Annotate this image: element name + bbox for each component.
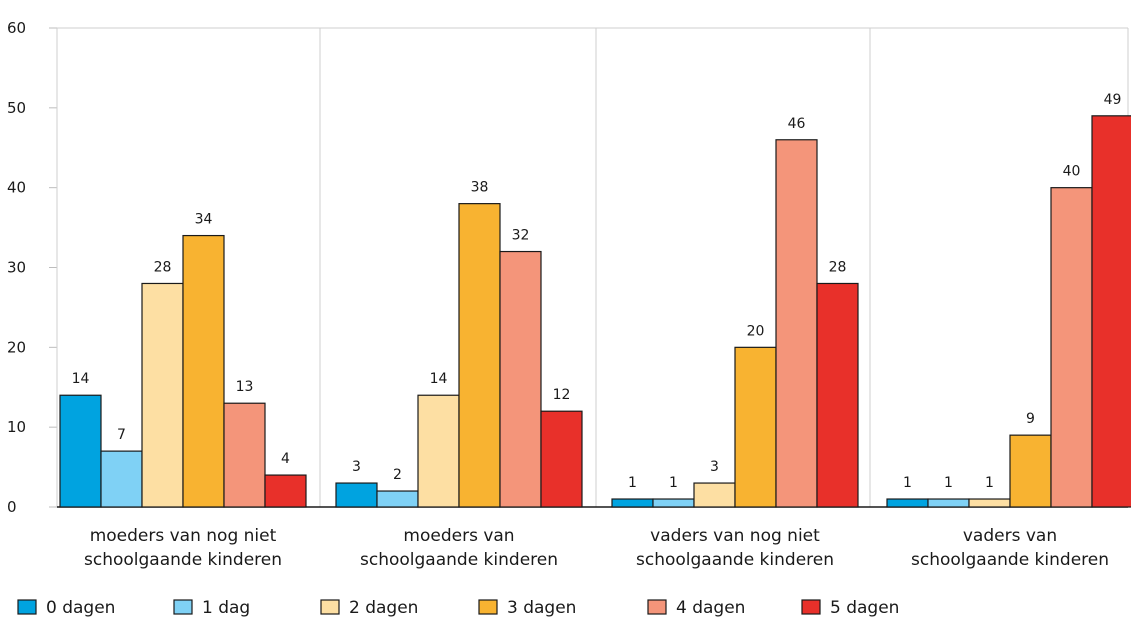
bar [1091, 115, 1131, 508]
bar [1050, 187, 1093, 508]
category-label: schoolgaande kinderen [636, 550, 834, 570]
bar-value-label: 12 [553, 387, 571, 403]
bar-value-label: 38 [471, 180, 489, 196]
bar [141, 282, 184, 508]
y-tick-label: 0 [7, 498, 17, 516]
bar [693, 482, 736, 508]
bar-value-label: 14 [430, 371, 448, 387]
legend: 0 dagen 1 dag 2 dagen 3 dagen 4 dagen 5 dagen [17, 598, 899, 618]
bar [540, 410, 583, 508]
legend-label: 1 dag [202, 598, 250, 618]
category-label: vaders van nog niet [650, 526, 820, 546]
bar-value-label: 1 [944, 475, 953, 491]
bar-value-label: 20 [747, 323, 765, 339]
legend-swatch [801, 599, 821, 615]
bar-value-label: 1 [985, 475, 994, 491]
bar [886, 498, 929, 508]
bar-value-label: 14 [72, 371, 90, 387]
y-tick-label: 40 [7, 179, 26, 197]
bar-value-label: 4 [281, 451, 290, 467]
legend-label: 0 dagen [46, 598, 115, 618]
bar-value-label: 9 [1026, 411, 1035, 427]
bar [376, 490, 419, 508]
category-label: moeders van nog niet [90, 526, 277, 546]
bars-layer [59, 115, 1131, 508]
bar-value-label: 1 [628, 475, 637, 491]
y-tick-label: 50 [7, 99, 26, 117]
category-label: moeders van [403, 526, 514, 546]
bar-value-label: 40 [1063, 164, 1081, 180]
bar-value-label: 2 [393, 467, 402, 483]
bar [816, 282, 859, 508]
legend-label: 5 dagen [830, 598, 899, 618]
bar-value-label: 3 [352, 459, 361, 475]
bar-value-label: 28 [154, 259, 172, 275]
y-tick-label: 10 [7, 418, 26, 436]
bar [182, 234, 225, 508]
legend-swatch [17, 599, 37, 615]
bar-value-label: 3 [710, 459, 719, 475]
legend-swatch [478, 599, 498, 615]
bar [927, 498, 970, 508]
legend-swatch [173, 599, 193, 615]
y-tick-label: 20 [7, 338, 26, 356]
category-label: vaders van [963, 526, 1057, 546]
bar [223, 402, 266, 508]
y-axis: 0 10 20 30 40 50 60 [7, 19, 26, 516]
legend-label: 4 dagen [676, 598, 745, 618]
bar [734, 346, 777, 508]
bar-value-label: 32 [512, 228, 530, 244]
legend-swatch [320, 599, 340, 615]
bar [335, 482, 378, 508]
category-label: schoolgaande kinderen [360, 550, 558, 570]
bar [968, 498, 1011, 508]
bar [458, 203, 501, 508]
bar-value-label: 1 [903, 475, 912, 491]
bar [264, 474, 307, 508]
bar-value-label: 13 [236, 379, 254, 395]
legend-label: 2 dagen [349, 598, 418, 618]
y-tick-label: 30 [7, 259, 26, 277]
y-tick-label: 60 [7, 19, 26, 37]
bar-value-label: 28 [829, 259, 847, 275]
bar [611, 498, 654, 508]
category-label: schoolgaande kinderen [911, 550, 1109, 570]
bar [1009, 434, 1052, 508]
bar [499, 250, 542, 508]
bar-value-label: 46 [788, 116, 806, 132]
bar [652, 498, 695, 508]
bar [417, 394, 460, 508]
bar-value-label: 7 [117, 427, 126, 443]
bar [100, 450, 143, 508]
bar-value-label: 34 [195, 212, 213, 228]
x-axis-categories: moeders van nog niet schoolgaande kindere… [84, 526, 1109, 570]
bar [59, 394, 102, 508]
bar [775, 139, 818, 508]
legend-swatch [647, 599, 667, 615]
bar-value-label: 49 [1104, 92, 1122, 108]
bar-value-label: 1 [669, 475, 678, 491]
legend-label: 3 dagen [507, 598, 576, 618]
category-label: schoolgaande kinderen [84, 550, 282, 570]
